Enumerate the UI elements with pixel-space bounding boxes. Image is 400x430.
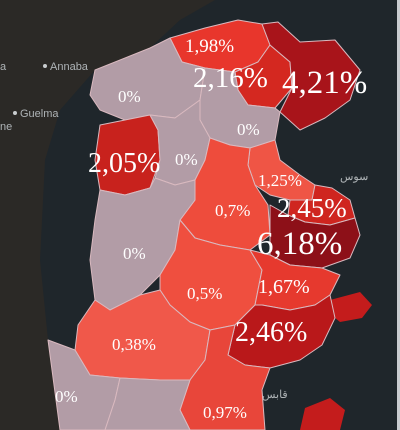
value-label-sousse: 1,25%	[258, 171, 302, 190]
city-label-annaba: Annaba	[50, 61, 89, 73]
value-label-jendouba: 0%	[118, 87, 141, 106]
value-label-gabes: 0,97%	[203, 403, 247, 422]
value-label-monastir: 2,45%	[277, 193, 347, 223]
value-label-gafsa: 0,38%	[112, 335, 156, 354]
value-label-kef: 2,05%	[88, 148, 160, 179]
region-cap-bon[interactable]	[261, 21, 361, 131]
city-dot-guelma	[13, 111, 17, 115]
value-label-bizerte: 1,98%	[185, 36, 234, 57]
island-djerba	[300, 398, 345, 430]
value-label-mahdia: 6,18%	[257, 226, 342, 262]
region-mahdia[interactable]	[269, 204, 361, 269]
value-label-zaghouan: 0%	[237, 120, 260, 139]
region-kef[interactable]	[94, 114, 161, 196]
city-label-edge-2: ne	[0, 121, 12, 133]
value-label-sidi-bouzid: 0,5%	[187, 284, 222, 303]
value-label-sfax: 2,46%	[235, 317, 307, 348]
value-label-siliana: 0%	[175, 150, 198, 169]
value-labels: 1,98% 2,16% 4,21% 0% 0% 2,05% 0% 1,25% 0…	[55, 36, 367, 422]
regions-layer	[47, 19, 361, 430]
value-label-kairouan: 0,7%	[215, 201, 250, 220]
land-algeria	[0, 0, 215, 430]
value-label-kasserine: 0%	[123, 244, 146, 263]
island-kerkennah	[328, 292, 372, 322]
value-label-cap-bon: 4,21%	[282, 65, 367, 101]
city-label-gabes: قابس	[262, 389, 288, 401]
value-label-sfax-north: 1,67%	[258, 276, 310, 298]
region-kebili[interactable]	[104, 377, 191, 430]
city-label-sousse: سوس	[340, 171, 368, 183]
value-label-ariana-tunis: 2,16%	[193, 62, 268, 94]
city-dot-annaba	[43, 64, 47, 68]
city-label-edge: a	[0, 61, 7, 73]
value-label-tozeur: 0%	[55, 387, 78, 406]
city-label-guelma: Guelma	[20, 108, 59, 120]
